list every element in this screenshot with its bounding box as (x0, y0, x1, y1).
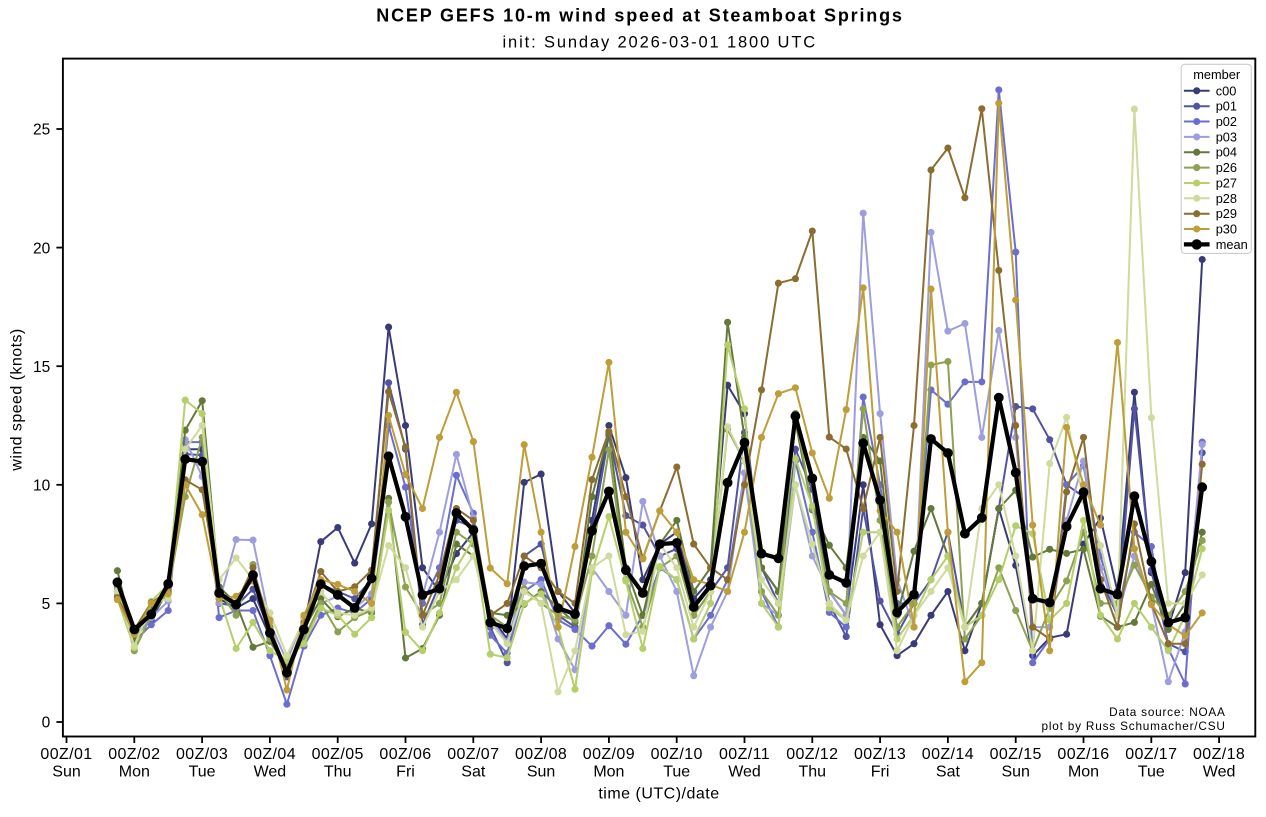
svg-text:00Z/16: 00Z/16 (1057, 746, 1109, 763)
svg-text:00Z/02: 00Z/02 (108, 746, 160, 763)
svg-text:plot by Russ Schumacher/CSU: plot by Russ Schumacher/CSU (1041, 719, 1225, 733)
svg-text:00Z/15: 00Z/15 (990, 746, 1042, 763)
svg-text:00Z/07: 00Z/07 (447, 746, 499, 763)
svg-text:00Z/08: 00Z/08 (515, 746, 567, 763)
svg-text:00Z/14: 00Z/14 (922, 746, 974, 763)
svg-text:wind speed (knots): wind speed (knots) (9, 328, 26, 471)
svg-text:10: 10 (33, 477, 51, 494)
svg-text:Fri: Fri (396, 763, 415, 780)
svg-text:Tue: Tue (1138, 763, 1165, 780)
svg-text:Tue: Tue (663, 763, 690, 780)
svg-text:p28: p28 (1216, 191, 1237, 206)
svg-text:Sun: Sun (52, 763, 80, 780)
svg-text:00Z/11: 00Z/11 (719, 746, 770, 763)
svg-text:init: Sunday 2026-03-01 1800 U: init: Sunday 2026-03-01 1800 UTC (503, 34, 818, 52)
svg-text:00Z/04: 00Z/04 (244, 746, 296, 763)
svg-text:p27: p27 (1216, 176, 1237, 191)
svg-text:00Z/09: 00Z/09 (583, 746, 635, 763)
svg-text:00Z/18: 00Z/18 (1193, 746, 1245, 763)
svg-text:Sat: Sat (461, 763, 486, 780)
svg-text:Mon: Mon (593, 763, 624, 780)
svg-text:00Z/01: 00Z/01 (40, 746, 92, 763)
svg-text:00Z/03: 00Z/03 (176, 746, 228, 763)
svg-text:5: 5 (42, 596, 51, 613)
svg-text:Thu: Thu (799, 763, 827, 780)
svg-text:Tue: Tue (189, 763, 216, 780)
svg-text:Sun: Sun (527, 763, 555, 780)
svg-text:00Z/05: 00Z/05 (312, 746, 364, 763)
svg-text:00Z/12: 00Z/12 (786, 746, 838, 763)
svg-text:00Z/13: 00Z/13 (854, 746, 906, 763)
svg-text:Data source: NOAA: Data source: NOAA (1109, 705, 1226, 719)
svg-text:Wed: Wed (254, 763, 287, 780)
svg-text:Mon: Mon (1068, 763, 1099, 780)
svg-text:member: member (1193, 67, 1241, 82)
svg-text:p04: p04 (1216, 145, 1237, 160)
svg-text:p02: p02 (1216, 114, 1237, 129)
svg-text:00Z/06: 00Z/06 (379, 746, 431, 763)
svg-text:Mon: Mon (119, 763, 150, 780)
svg-text:p01: p01 (1216, 99, 1237, 114)
svg-text:Thu: Thu (324, 763, 352, 780)
svg-text:0: 0 (42, 715, 51, 732)
svg-text:time (UTC)/date: time (UTC)/date (598, 786, 719, 803)
svg-text:Wed: Wed (1203, 763, 1236, 780)
svg-text:p29: p29 (1216, 206, 1237, 221)
svg-text:Wed: Wed (728, 763, 761, 780)
svg-text:Sat: Sat (936, 763, 961, 780)
svg-text:00Z/10: 00Z/10 (651, 746, 703, 763)
svg-text:25: 25 (33, 122, 50, 139)
svg-text:p30: p30 (1216, 222, 1237, 237)
svg-text:Fri: Fri (871, 763, 890, 780)
svg-text:c00: c00 (1216, 83, 1237, 98)
svg-text:NCEP GEFS 10-m wind speed at S: NCEP GEFS 10-m wind speed at Steamboat S… (376, 5, 904, 25)
svg-text:00Z/17: 00Z/17 (1125, 746, 1177, 763)
svg-text:15: 15 (33, 359, 50, 376)
svg-text:p03: p03 (1216, 129, 1237, 144)
svg-text:p26: p26 (1216, 160, 1237, 175)
svg-text:mean: mean (1216, 237, 1248, 252)
svg-text:Sun: Sun (1001, 763, 1029, 780)
svg-text:20: 20 (33, 240, 51, 257)
